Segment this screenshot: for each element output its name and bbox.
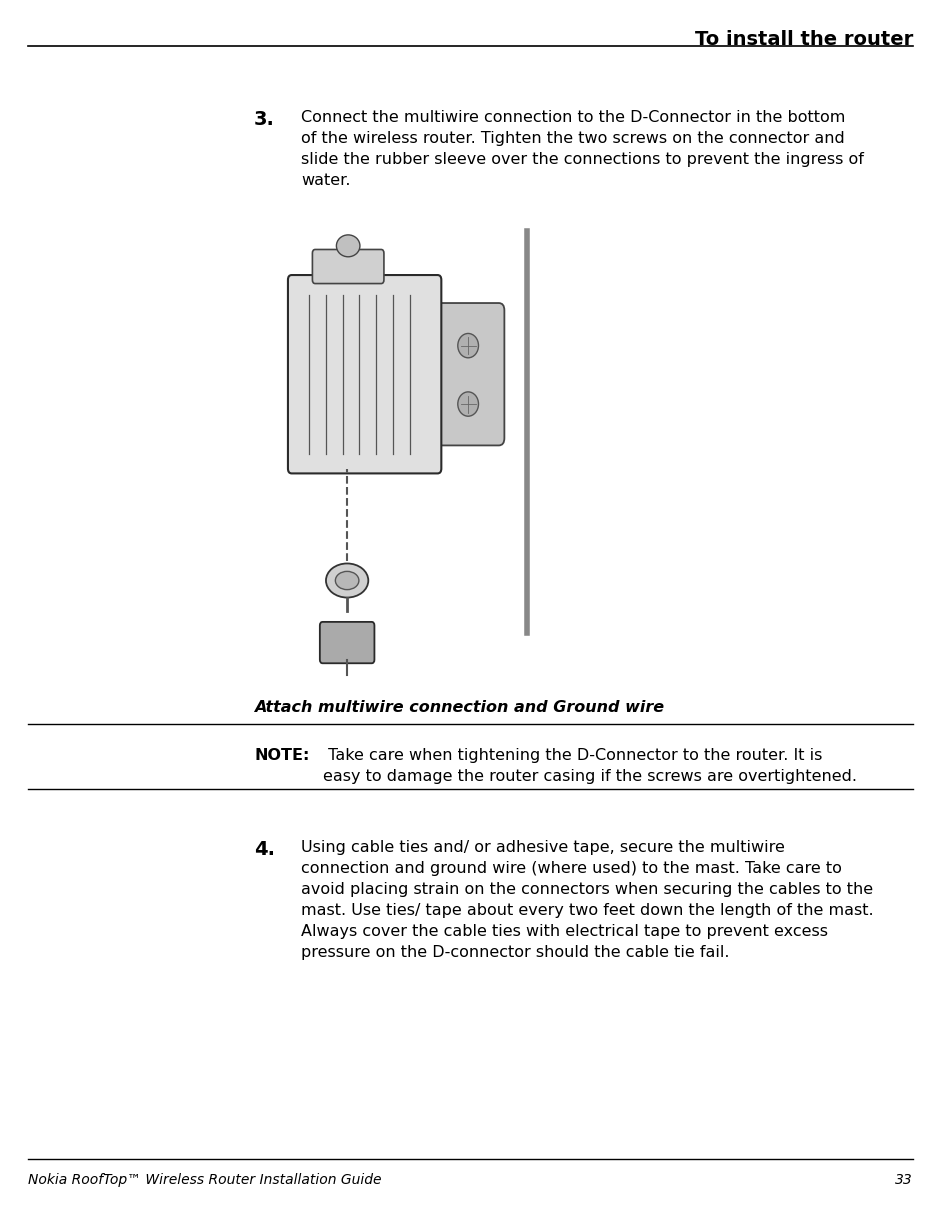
Ellipse shape bbox=[337, 235, 359, 257]
FancyBboxPatch shape bbox=[432, 303, 504, 445]
Text: 33: 33 bbox=[895, 1172, 913, 1187]
Text: To install the router: To install the router bbox=[694, 30, 913, 50]
Text: Attach multiwire connection and Ground wire: Attach multiwire connection and Ground w… bbox=[254, 700, 664, 714]
Ellipse shape bbox=[335, 572, 359, 590]
FancyBboxPatch shape bbox=[312, 249, 384, 284]
Text: Nokia RoofTop™ Wireless Router Installation Guide: Nokia RoofTop™ Wireless Router Installat… bbox=[28, 1172, 382, 1187]
Text: Take care when tightening the D-Connector to the router. It is
easy to damage th: Take care when tightening the D-Connecto… bbox=[323, 748, 856, 785]
Text: NOTE:: NOTE: bbox=[254, 748, 310, 763]
Text: 3.: 3. bbox=[254, 110, 275, 129]
FancyBboxPatch shape bbox=[288, 275, 441, 473]
Ellipse shape bbox=[457, 392, 478, 416]
Text: Connect the multiwire connection to the D-Connector in the bottom
of the wireles: Connect the multiwire connection to the … bbox=[301, 110, 864, 187]
Text: Using cable ties and/ or adhesive tape, secure the multiwire
connection and grou: Using cable ties and/ or adhesive tape, … bbox=[301, 840, 874, 960]
FancyBboxPatch shape bbox=[320, 622, 375, 663]
Ellipse shape bbox=[326, 563, 368, 598]
Text: 4.: 4. bbox=[254, 840, 275, 859]
Ellipse shape bbox=[457, 333, 478, 358]
